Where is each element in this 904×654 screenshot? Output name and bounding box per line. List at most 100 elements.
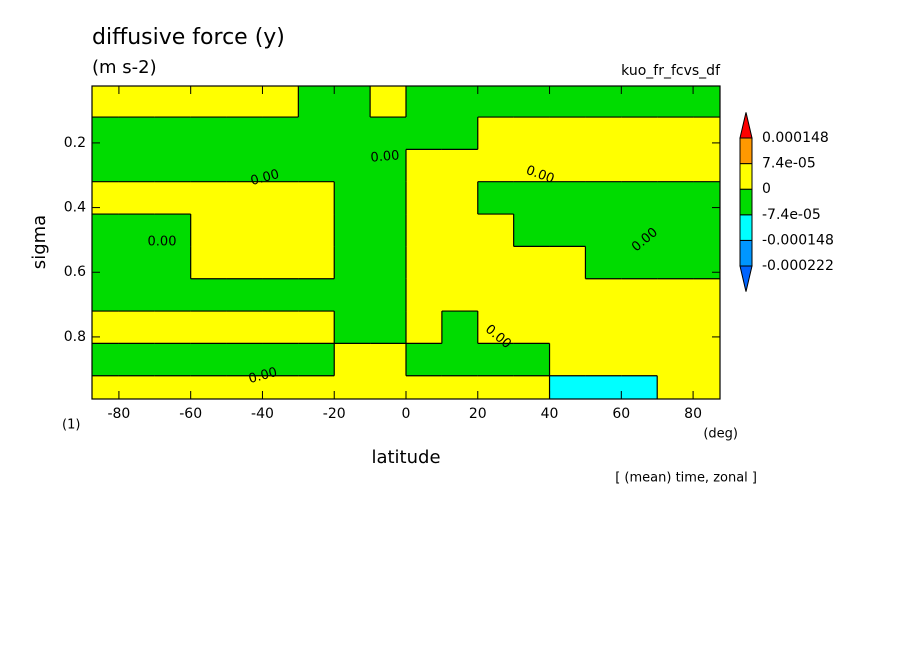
contour-cell (154, 149, 192, 183)
contour-cell (513, 86, 551, 118)
x-tick-label: -60 (179, 406, 202, 422)
contour-cell (657, 86, 694, 118)
contour-cell (92, 86, 120, 118)
contour-cell (549, 246, 586, 280)
contour-cell (657, 311, 694, 344)
contour-cell (298, 375, 335, 400)
colorbar-label: 0 (762, 181, 771, 197)
contour-cell (334, 311, 371, 344)
colorbar-label: -7.4e-05 (762, 207, 821, 223)
contour-cell (298, 214, 335, 247)
y-tick-label: 0.4 (64, 200, 86, 216)
contour-cell (441, 214, 479, 247)
contour-cell (262, 117, 299, 150)
contour-cell (513, 311, 551, 344)
contour-cell (657, 214, 694, 247)
contour-cell (693, 117, 721, 150)
contour-cell (190, 375, 228, 400)
contour-cell (190, 86, 228, 118)
contour-cell (693, 246, 721, 280)
x-tick-label: 60 (612, 406, 630, 422)
contour-cell (441, 86, 479, 118)
y-tick-label: 0.2 (64, 135, 86, 151)
contour-cell (370, 278, 407, 312)
contour-cell (370, 86, 407, 118)
contour-cell (585, 246, 622, 280)
x-tick-label: -20 (323, 406, 346, 422)
contour-cell (370, 117, 407, 150)
contour-cell (226, 214, 263, 247)
contour-cell (549, 214, 586, 247)
contour-cell (549, 181, 586, 215)
y-axis-label: sigma (29, 215, 50, 269)
contour-cell (118, 214, 156, 247)
note: [ (mean) time, zonal ] (615, 471, 757, 486)
contour-cell (477, 214, 515, 247)
contour-cell (226, 181, 263, 215)
contour-cell (406, 343, 443, 377)
contour-cell (477, 181, 515, 215)
contour-cell (226, 149, 263, 183)
contour-cell (513, 117, 551, 150)
contour-cell (190, 181, 228, 215)
x-tick-label: -40 (251, 406, 274, 422)
contour-cell (406, 214, 443, 247)
contour-cell (549, 311, 586, 344)
x-axis-unit: (deg) (703, 427, 738, 442)
contour-cell (621, 278, 658, 312)
contour-cell (262, 86, 299, 118)
contour-cell (406, 86, 443, 118)
contour-cell (406, 149, 443, 183)
contour-cell (693, 278, 721, 312)
contour-cell (513, 278, 551, 312)
contour-cell (298, 181, 335, 215)
contour-cell (92, 375, 120, 400)
contour-cell (693, 214, 721, 247)
contour-cell (154, 246, 192, 280)
contour-cell (154, 343, 192, 377)
contour-cell (693, 311, 721, 344)
colorbar-label: -0.000148 (762, 232, 834, 248)
contour-cell (370, 246, 407, 280)
colorbar-triangle (739, 112, 753, 139)
contour-label: 0.00 (249, 167, 281, 189)
contour-cell (406, 278, 443, 312)
contour-cell (513, 375, 551, 400)
contour-cell (621, 86, 658, 118)
contour-cell (262, 278, 299, 312)
contour-cell (621, 214, 658, 247)
contour-cell (226, 86, 263, 118)
contour-cell (585, 117, 622, 150)
contour-cell (118, 375, 156, 400)
contour-cell (190, 343, 228, 377)
colorbar-box (739, 214, 753, 241)
contour-label: 0.00 (370, 148, 400, 165)
panel-label: (1) (62, 418, 80, 433)
contour-cell (621, 149, 658, 183)
contour-cell (585, 278, 622, 312)
contour-cell (441, 375, 479, 400)
contour-cell (226, 117, 263, 150)
contour-cell (190, 278, 228, 312)
contour-cell (621, 246, 658, 280)
contour-cell (190, 246, 228, 280)
contour-cell (513, 149, 551, 183)
contour-cell (585, 311, 622, 344)
contour-cell (441, 246, 479, 280)
contour-cell (92, 343, 120, 377)
contour-cell (370, 181, 407, 215)
contour-cell (92, 214, 120, 247)
contour-cell (298, 246, 335, 280)
contour-cell (262, 311, 299, 344)
contour-cell (549, 149, 586, 183)
contour-cell (513, 246, 551, 280)
colorbar-box (739, 137, 753, 165)
contour-cell (334, 149, 371, 183)
contour-cell (154, 86, 192, 118)
x-tick-label: 20 (469, 406, 487, 422)
contour-cell (549, 375, 586, 400)
colorbar-triangle (739, 265, 753, 292)
contour-cell (693, 149, 721, 183)
contour-cell (118, 86, 156, 118)
